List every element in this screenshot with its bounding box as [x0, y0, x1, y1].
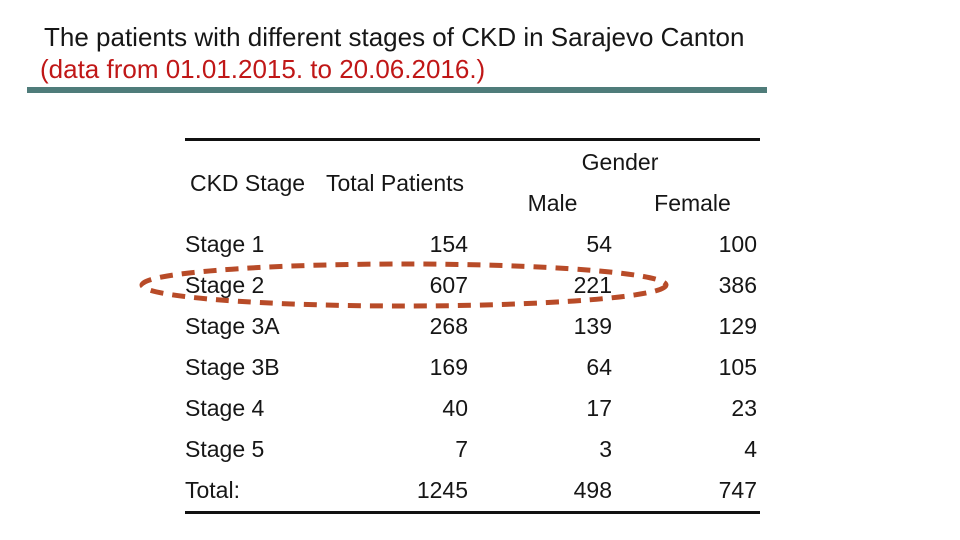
cell-male: 139: [573, 313, 612, 339]
header-total-patients: Total Patients: [325, 170, 465, 196]
cell-female: 23: [731, 395, 757, 421]
cell-stage: Stage 3A: [185, 313, 280, 339]
table-row-stage3b: Stage 3B 169 64 105: [185, 347, 760, 388]
cell-female: 129: [718, 313, 757, 339]
slide-subtitle: (data from 01.01.2015. to 20.06.2016.): [40, 54, 486, 84]
cell-total: 40: [442, 395, 468, 421]
table-row-stage4: Stage 4 40 17 23: [185, 388, 760, 429]
header-ckd-stage: CKD Stage: [189, 170, 306, 196]
cell-stage: Stage 3B: [185, 354, 280, 380]
cell-total: 268: [429, 313, 468, 339]
table-row-total: Total: 1245 498 747: [185, 470, 760, 511]
cell-female: 747: [718, 477, 757, 503]
table-row-stage2: Stage 2 607 221 386: [185, 265, 760, 306]
cell-total: 169: [429, 354, 468, 380]
cell-stage: Stage 1: [185, 231, 265, 257]
cell-female: 105: [718, 354, 757, 380]
cell-total: 7: [455, 436, 468, 462]
accent-rule-bar: [27, 87, 767, 93]
table-row-stage1: Stage 1 154 54 100: [185, 224, 760, 265]
header-male: Male: [527, 190, 578, 216]
cell-male: 54: [586, 231, 612, 257]
cell-female: 100: [718, 231, 757, 257]
cell-stage: Total:: [185, 477, 240, 503]
header-female: Female: [654, 190, 731, 216]
cell-male: 64: [586, 354, 612, 380]
table-body: Stage 1 154 54 100 Stage 2 607 221 386 S…: [185, 224, 760, 514]
cell-stage: Stage 4: [185, 395, 265, 421]
cell-male: 221: [573, 272, 612, 298]
ckd-stages-table: CKD Stage Total Patients Gender Male Fem…: [185, 138, 760, 514]
cell-total: 607: [429, 272, 468, 298]
cell-male: 3: [599, 436, 612, 462]
cell-stage: Stage 5: [185, 436, 265, 462]
cell-total: 1245: [416, 477, 468, 503]
title-accent-rule: [27, 87, 767, 93]
slide-title: The patients with different stages of CK…: [44, 22, 745, 52]
cell-total: 154: [429, 231, 468, 257]
table-header: CKD Stage Total Patients Gender Male Fem…: [185, 141, 760, 224]
cell-male: 17: [586, 395, 612, 421]
table-row-stage3a: Stage 3A 268 139 129: [185, 306, 760, 347]
cell-female: 4: [744, 436, 757, 462]
table-row-stage5: Stage 5 7 3 4: [185, 429, 760, 470]
header-gender-group: Gender: [581, 149, 659, 175]
cell-female: 386: [718, 272, 757, 298]
cell-male: 498: [573, 477, 612, 503]
cell-stage: Stage 2: [185, 272, 265, 298]
